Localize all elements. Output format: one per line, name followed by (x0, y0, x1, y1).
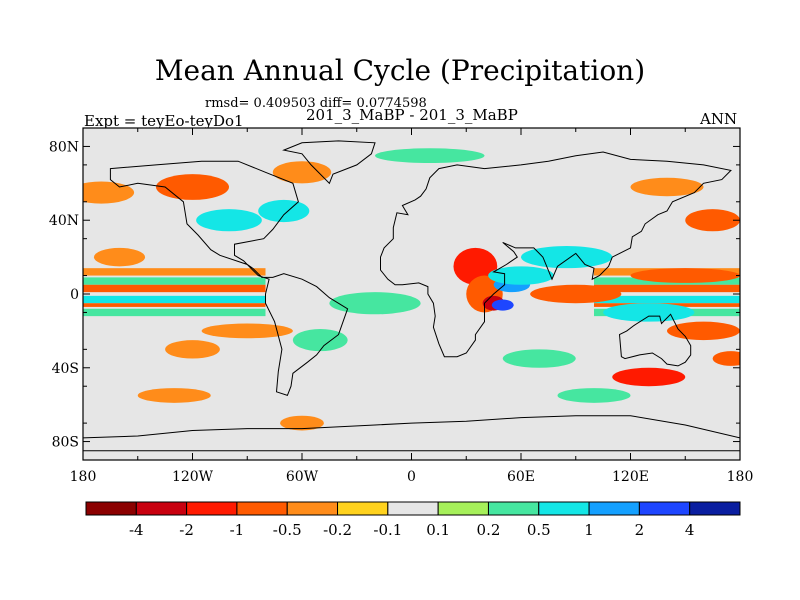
colorbar-label: 0.1 (426, 521, 450, 539)
y-tick-label: 80N (49, 139, 79, 155)
precip-anomaly (630, 177, 704, 197)
precip-anomaly (329, 292, 421, 315)
precip-anomaly (292, 329, 348, 352)
x-tick-label: 180 (70, 469, 97, 485)
precip-anomaly (196, 209, 262, 232)
coastline (618, 313, 692, 367)
colorbar-label: -4 (129, 521, 144, 539)
precip-band (594, 284, 740, 293)
colorbar-swatch (638, 501, 691, 516)
precip-anomaly (165, 340, 220, 359)
colorbar-swatch (588, 501, 640, 516)
center-label: 201_3_MaBP - 201_3_MaBP (306, 106, 518, 124)
x-tick-label: 60E (507, 469, 535, 485)
coastline (282, 140, 376, 185)
precip-band (594, 295, 740, 304)
colorbar-swatch (135, 501, 188, 516)
colorbar-swatch (487, 501, 540, 516)
colorbar-label: -2 (179, 521, 194, 539)
precip-anomaly (156, 174, 229, 200)
precip-anomaly (630, 268, 740, 283)
precip-anomaly (258, 199, 310, 223)
x-tick-label: 60W (286, 469, 319, 485)
precip-anomaly (557, 388, 631, 403)
precip-band (83, 295, 266, 304)
precip-anomaly (93, 247, 146, 267)
y-tick-label: 0 (70, 287, 79, 303)
season-label: ANN (700, 110, 738, 128)
colorbar-swatch (286, 501, 339, 516)
colorbar-label: -1 (230, 521, 245, 539)
coastline (109, 160, 349, 397)
precip-anomaly (603, 303, 695, 322)
colorbar-swatch (236, 501, 288, 516)
colorbar-label: 4 (685, 521, 695, 539)
colorbar-swatch (85, 501, 137, 516)
precip-anomaly (530, 284, 622, 304)
x-tick-label: 180 (727, 469, 754, 485)
x-tick-label: 0 (407, 469, 416, 485)
precip-band (83, 303, 266, 307)
colorbar-swatch (437, 501, 489, 516)
colorbar-label: -0.5 (273, 521, 302, 539)
precip-anomaly (137, 388, 211, 403)
colorbar-label: -0.2 (323, 521, 352, 539)
y-tick-label: 40S (52, 361, 79, 377)
coastline (380, 151, 732, 358)
x-tick-label: 120E (612, 469, 649, 485)
stats-line: rmsd= 0.409503 diff= 0.0774598 (205, 96, 427, 111)
precip-anomaly (491, 299, 514, 311)
precip-anomaly (272, 161, 332, 184)
precip-anomaly (280, 415, 324, 431)
colorbar-swatch (538, 501, 590, 516)
colorbar-swatch (689, 501, 741, 516)
precip-anomaly (201, 323, 293, 339)
coastline (83, 415, 740, 452)
colorbar-label: 0.5 (527, 521, 551, 539)
colorbar-swatch (186, 501, 238, 516)
precip-anomaly (612, 367, 686, 387)
colorbar-label: 2 (635, 521, 645, 539)
y-tick-label: 40N (49, 213, 79, 229)
colorbar-swatch (337, 501, 389, 516)
colorbar-label: -0.1 (373, 521, 402, 539)
chart-title: Mean Annual Cycle (Precipitation) (154, 54, 646, 87)
colorbar-label: 1 (584, 521, 594, 539)
colorbar-swatch (387, 501, 439, 516)
precip-band (83, 277, 266, 285)
precip-band (83, 308, 266, 317)
y-tick-label: 80S (52, 435, 79, 451)
left-label: Expt = teyEo-teyDo1 (84, 112, 244, 130)
precip-anomaly (712, 351, 740, 366)
colorbar-label: 0.2 (477, 521, 501, 539)
precip-anomaly (502, 349, 576, 368)
precip-anomaly (521, 246, 613, 269)
precip-anomaly (453, 247, 498, 285)
precip-anomaly (83, 181, 135, 204)
precip-band (83, 268, 266, 276)
precip-anomaly (667, 321, 740, 341)
precip-band (83, 284, 266, 293)
x-tick-label: 120W (172, 469, 214, 485)
field-layer (83, 140, 740, 452)
precip-anomaly (375, 148, 485, 164)
precip-anomaly (685, 209, 740, 232)
